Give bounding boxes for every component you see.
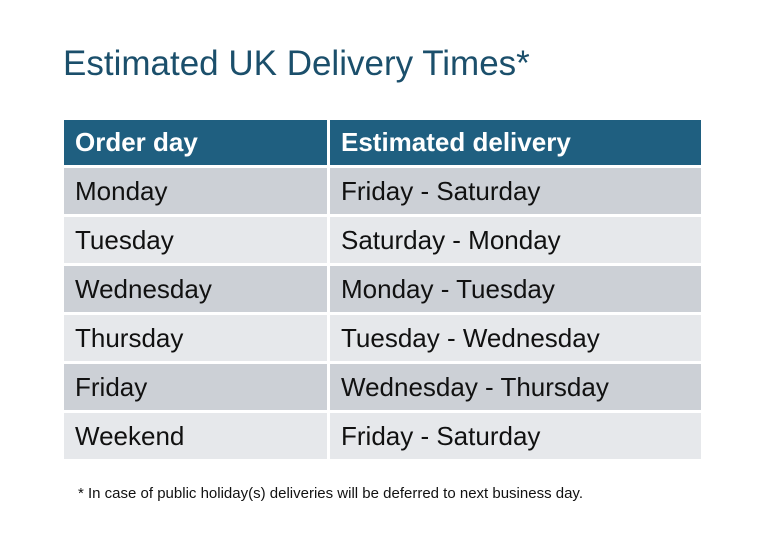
header-order-day: Order day <box>64 120 327 165</box>
table-cell-order-day: Thursday <box>64 315 327 361</box>
table-cell-delivery: Wednesday - Thursday <box>330 364 701 410</box>
table-cell-delivery: Monday - Tuesday <box>330 266 701 312</box>
table-cell-order-day: Weekend <box>64 413 327 459</box>
page-title: Estimated UK Delivery Times* <box>63 44 530 83</box>
table-cell-delivery: Friday - Saturday <box>330 168 701 214</box>
table-cell-order-day: Wednesday <box>64 266 327 312</box>
table-cell-delivery: Tuesday - Wednesday <box>330 315 701 361</box>
table-cell-order-day: Friday <box>64 364 327 410</box>
header-estimated-delivery: Estimated delivery <box>330 120 701 165</box>
table-cell-delivery: Saturday - Monday <box>330 217 701 263</box>
footnote: * In case of public holiday(s) deliverie… <box>78 485 583 502</box>
table-cell-delivery: Friday - Saturday <box>330 413 701 459</box>
delivery-table: Order day Estimated delivery Monday Frid… <box>64 120 701 459</box>
table-cell-order-day: Tuesday <box>64 217 327 263</box>
table-cell-order-day: Monday <box>64 168 327 214</box>
